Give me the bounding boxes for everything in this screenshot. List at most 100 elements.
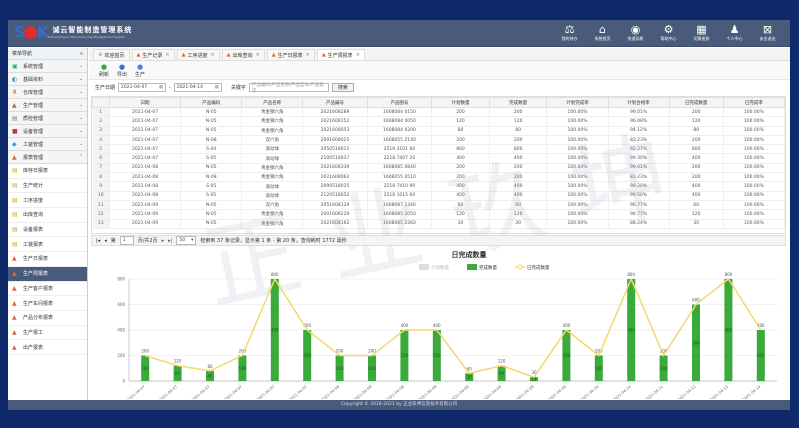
close-icon[interactable]: × <box>255 52 260 58</box>
column-header[interactable]: 产品图号 <box>366 97 433 108</box>
table-row[interactable]: 6 2021-04-07 S-05 滚动球 2100518037 2218 7407 20… <box>92 153 785 164</box>
table-cell: 83.23% <box>608 135 670 146</box>
sidebar-item[interactable]: ▲ 生产周报表 <box>8 266 87 282</box>
topnav-gear[interactable]: ⚙ 帮助中心 <box>652 23 685 42</box>
x-tick-label: 2021-04-08 <box>417 384 438 399</box>
column-header[interactable]: 产品编码 <box>180 97 243 108</box>
column-header[interactable] <box>92 97 110 108</box>
tab[interactable]: ▲ 生产日报表 × <box>266 49 315 60</box>
table-row[interactable]: 2 2021-04-07 N-05 青金钢六角 2021608152 1608084 00… <box>92 116 785 127</box>
column-header[interactable]: 计划合格率 <box>607 97 670 108</box>
prev-page-button[interactable]: ◂ <box>104 237 107 244</box>
close-icon[interactable]: × <box>355 52 360 58</box>
topnav-compass[interactable]: ◉ 快速导航 <box>619 23 652 42</box>
table-row[interactable]: 4 2021-04-07 N-08 双六角 2091608025 1608055 2140… <box>92 135 785 146</box>
table-cell: 100.00% <box>546 200 609 211</box>
sidebar-item[interactable]: ▤ 设备报表 <box>8 223 87 238</box>
first-page-button[interactable]: |◂ <box>96 237 101 244</box>
next-page-button[interactable]: ▸ <box>161 237 165 244</box>
topnav-user[interactable]: ♟ 个人中心 <box>718 23 751 42</box>
sidebar-group[interactable]: ■ 设备管理 ⌄ <box>8 125 87 138</box>
topnav-exit[interactable]: ⊠ 安全退出 <box>751 23 784 42</box>
sidebar-group[interactable]: ▣ 系统管理 ⌄ <box>8 60 87 73</box>
bar <box>594 355 603 381</box>
column-header[interactable]: 日期 <box>108 97 182 108</box>
table-cell: 1608085 1050 <box>367 209 433 220</box>
sidebar-group[interactable]: ▤ 质检管理 ⌄ <box>8 112 87 125</box>
tab[interactable]: ▲ 生产周报表 × <box>316 49 365 60</box>
gear-icon: ⚙ <box>663 23 674 36</box>
topnav-tasks[interactable]: ⚖ 我的待办 <box>553 23 586 42</box>
close-icon[interactable]: × <box>210 52 215 58</box>
sidebar-item[interactable]: ▲ 生产车间报表 <box>8 296 87 311</box>
x-tick-label: 2021-04-07 <box>126 384 147 399</box>
table-row[interactable]: 7 2021-04-08 N-05 青金钢六角 2021608339 1608085 08… <box>92 163 785 174</box>
keyword-input[interactable]: 产品编码/产品名称/产品型号/产品批次 <box>248 83 329 94</box>
sidebar-item[interactable]: ▲ 生产日报表 <box>8 252 87 267</box>
column-header[interactable]: 已完成数量 <box>668 97 724 108</box>
sidebar-item[interactable]: ▤ 库存日报表 <box>8 164 87 179</box>
sidebar-item[interactable]: ▤ 工序进度 <box>8 193 87 209</box>
report-icon: ▤ <box>12 226 18 234</box>
sidebar-item[interactable]: ▤ 工装报表 <box>8 237 87 253</box>
sidebar-group[interactable]: ◐ 基础资料 ⌄ <box>8 73 87 86</box>
date-from-input[interactable]: 2021-04-07 ▦ <box>118 83 167 92</box>
table-cell: 2050518011 <box>302 144 368 155</box>
tab[interactable]: ▲ 工序进度 × <box>176 49 220 60</box>
tab[interactable]: ♛ 欢迎首页 <box>93 49 130 60</box>
collapse-icon[interactable]: » <box>79 50 83 57</box>
table-cell: 100.00% <box>546 209 609 220</box>
column-header[interactable]: 计划数量 <box>431 97 490 108</box>
produce-button[interactable]: ● 生产 <box>131 63 149 78</box>
table-row[interactable]: 10 2021-04-08 S-05 滚动球 2120518052 2518 1015 6… <box>92 191 785 201</box>
export-button[interactable]: ● 导出 <box>113 63 131 78</box>
bar <box>627 279 636 381</box>
table-cell: 100.00% <box>546 135 609 146</box>
sidebar-item[interactable]: ▲ 产品分布报表 <box>8 311 87 326</box>
table-cell: 100.00% <box>546 172 609 183</box>
x-tick-label: 2021-04-09 <box>482 384 503 399</box>
table-row[interactable]: 9 2021-04-08 S-05 滚动球 2090518025 2218 7410 90… <box>92 181 785 192</box>
table-row[interactable]: 8 2021-04-08 N-08 青金钢六角 2021608062 1608055 05… <box>92 172 785 183</box>
table-row[interactable]: 3 2021-04-07 N-05 青金钢六角 2021608053 1608084 02… <box>92 126 785 136</box>
table-row[interactable]: 5 2021-04-07 S-04 滚动球 2050518011 2518 3101 60… <box>92 144 785 155</box>
tab[interactable]: ▲ 生产记录 × <box>131 49 175 60</box>
last-page-button[interactable]: ▸| <box>168 237 173 244</box>
tab[interactable]: ▲ 出库查询 × <box>221 49 265 60</box>
sidebar-item[interactable]: ▲ 出产报表 <box>8 340 87 355</box>
table-row[interactable]: 12 2021-04-09 N-05 青金钢六角 2001608229 1608085 1… <box>92 209 785 220</box>
table-row[interactable]: 1 2021-04-07 N-05 青金钢六角 2021608289 1608084 01… <box>92 107 785 118</box>
sidebar-item[interactable]: ▤ 出库查询 <box>8 208 87 223</box>
column-header[interactable]: 已完成率 <box>722 97 785 108</box>
topnav-grid[interactable]: ▦ 切换皮肤 <box>685 23 718 42</box>
sidebar-group[interactable]: ♜ 仓库管理 ⌄ <box>8 86 87 99</box>
topnav-home[interactable]: ⌂ 系统首页 <box>586 23 619 42</box>
table-row[interactable]: 13 2021-04-09 N-05 青金钢六角 2021608162 1608085 2… <box>92 219 785 229</box>
sidebar-item[interactable]: ▲ 生产客户报表 <box>8 282 87 297</box>
sidebar-group[interactable]: ▲ 报表管理 ⌃ <box>8 151 87 164</box>
date-to-input[interactable]: 2021-04-14 ▦ <box>173 83 222 92</box>
sidebar-group[interactable]: ◆ 工装管理 ⌄ <box>8 138 87 151</box>
column-header[interactable]: 产品编号 <box>302 97 368 108</box>
table-cell: 200 <box>431 172 490 183</box>
column-header[interactable]: 计划完成率 <box>546 97 609 108</box>
x-tick-label: 2021-04-07 <box>223 384 244 399</box>
close-icon[interactable]: × <box>165 52 170 58</box>
data-label: 600 <box>692 298 700 303</box>
table-cell: N-05 <box>180 209 243 220</box>
table-cell: 96.77% <box>608 200 670 211</box>
close-icon[interactable]: × <box>305 52 310 58</box>
search-button[interactable]: 搜索 <box>331 83 354 92</box>
table-cell: 99.01% <box>608 107 670 118</box>
table-row[interactable]: 11 2021-04-09 N-05 双六角 2051608129 1608087 134… <box>92 200 785 211</box>
sidebar-item[interactable]: ▤ 生产统计 <box>8 179 87 194</box>
refresh-button[interactable]: ● 刷新 <box>95 63 113 78</box>
page-input[interactable]: 1 <box>119 236 134 245</box>
page-size-select[interactable]: 50 ▾ <box>176 236 197 245</box>
table-cell: 4 <box>92 135 110 146</box>
table-cell: N-05 <box>180 107 243 118</box>
column-header[interactable]: 完成数量 <box>488 97 548 108</box>
sidebar-item[interactable]: ▲ 生产报工 <box>8 326 87 341</box>
column-header[interactable]: 产品名称 <box>241 97 304 108</box>
sidebar-group[interactable]: ▲ 生产管理 ⌄ <box>8 99 87 112</box>
